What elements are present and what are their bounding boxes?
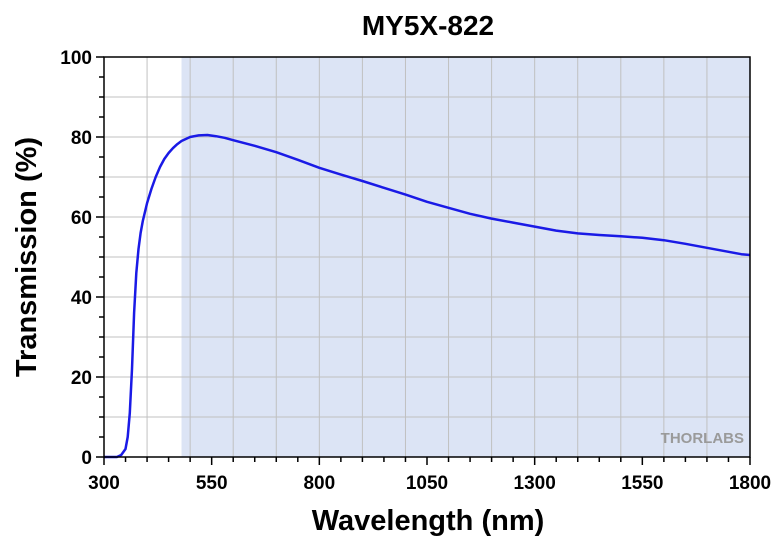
watermark-logo: THORLABS	[661, 430, 744, 447]
x-tick-label: 800	[303, 473, 335, 494]
y-tick-label: 0	[81, 448, 92, 469]
chart-title: MY5X-822	[362, 10, 494, 41]
y-tick-label: 60	[71, 208, 92, 229]
y-tick-label: 20	[71, 368, 92, 389]
series-line-0	[104, 133, 751, 459]
x-tick-label: 300	[88, 473, 120, 494]
y-axis-label: Transmission (%)	[11, 137, 43, 377]
x-tick-label: 1300	[514, 473, 556, 494]
y-tick-label: 80	[71, 128, 92, 149]
x-tick-label: 1050	[406, 473, 448, 494]
plot-area: 300 550 800 1050 1300 1550 1800 0 20 40 60 80 100	[60, 48, 771, 494]
x-tick-label: 550	[196, 473, 228, 494]
y-tick-label: 100	[60, 48, 92, 69]
x-axis-label: Wavelength (nm)	[312, 505, 545, 537]
x-tick-label: 1800	[729, 473, 771, 494]
x-tick-label: 1550	[621, 473, 663, 494]
y-tick-label: 40	[71, 288, 92, 309]
